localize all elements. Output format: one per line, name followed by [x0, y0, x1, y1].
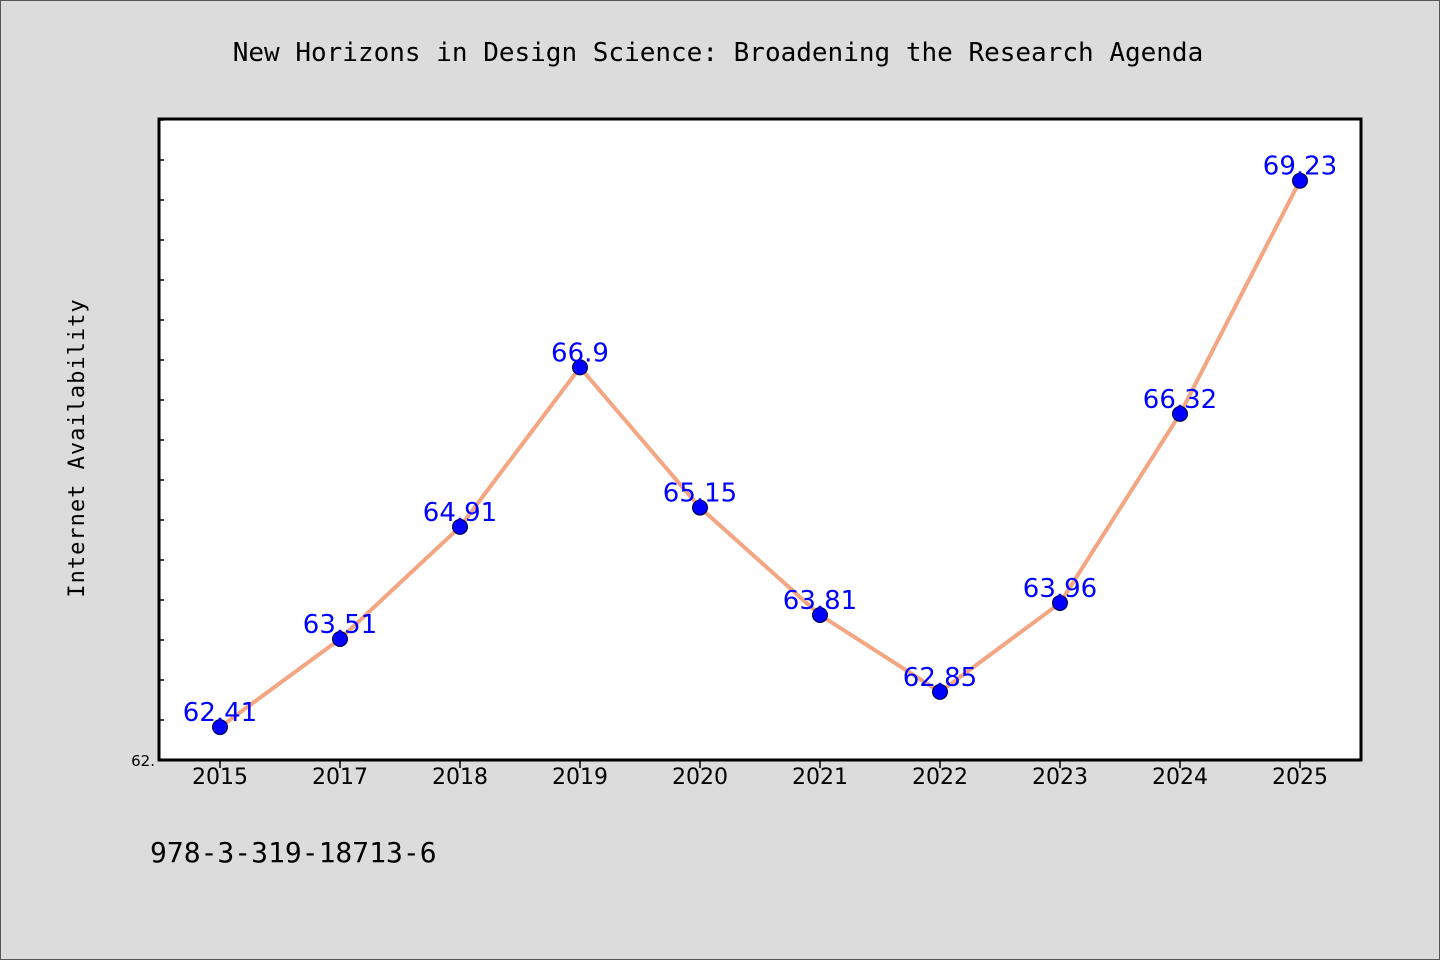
data-point-label: 66.32 — [1143, 385, 1217, 415]
data-point-marker — [812, 606, 828, 623]
data-point-marker — [1292, 172, 1308, 189]
data-point-marker — [1052, 594, 1068, 611]
data-point-marker — [332, 631, 348, 648]
data-point-marker — [932, 683, 948, 700]
data-point-label: 66.9 — [551, 338, 609, 368]
isbn-caption: 978-3-319-18713-6 — [150, 836, 437, 869]
data-point-marker — [1172, 405, 1188, 422]
data-point-marker — [452, 518, 468, 535]
x-tick-label: 2019 — [552, 765, 608, 790]
y-tick-label: 62. — [131, 752, 155, 770]
x-tick-label: 2020 — [672, 765, 728, 790]
data-point-label: 62.85 — [903, 663, 977, 693]
data-point-marker — [572, 359, 588, 376]
data-point-label: 65.15 — [663, 479, 737, 509]
data-point-label: 62.41 — [183, 698, 257, 728]
data-point-label: 63.81 — [783, 586, 857, 616]
x-tick-label: 2021 — [792, 765, 848, 790]
chart-title: New Horizons in Design Science: Broadeni… — [233, 38, 1204, 68]
x-tick-label: 2022 — [912, 765, 968, 790]
plot-area — [157, 117, 1363, 762]
data-labels: 62.41 63.51 64.91 66.9 65.15 63.81 62.85 63.96 6… — [183, 152, 1337, 728]
data-point-label: 69.23 — [1263, 152, 1337, 182]
data-point-label: 63.51 — [303, 610, 377, 640]
data-markers — [212, 172, 1308, 736]
data-point-marker — [692, 499, 708, 516]
x-tick-label: 2025 — [1272, 765, 1328, 790]
data-point-label: 63.96 — [1023, 574, 1097, 604]
series-line — [218, 179, 1302, 729]
x-tick-label: 2015 — [192, 765, 248, 790]
y-axis-ticks — [159, 119, 164, 721]
data-point-label: 64.91 — [423, 498, 497, 528]
x-tick-label: 2024 — [1152, 765, 1208, 790]
x-tick-label: 2023 — [1032, 765, 1088, 790]
x-axis-tick-labels: 2015 2017 2018 2019 2020 2021 2022 2023 2024 2025 — [192, 765, 1328, 790]
y-axis-label: Internet Availability — [65, 298, 90, 597]
x-tick-label: 2017 — [312, 765, 368, 790]
x-axis-ticks — [219, 760, 1301, 768]
x-tick-label: 2018 — [432, 765, 488, 790]
data-point-marker — [212, 719, 228, 736]
